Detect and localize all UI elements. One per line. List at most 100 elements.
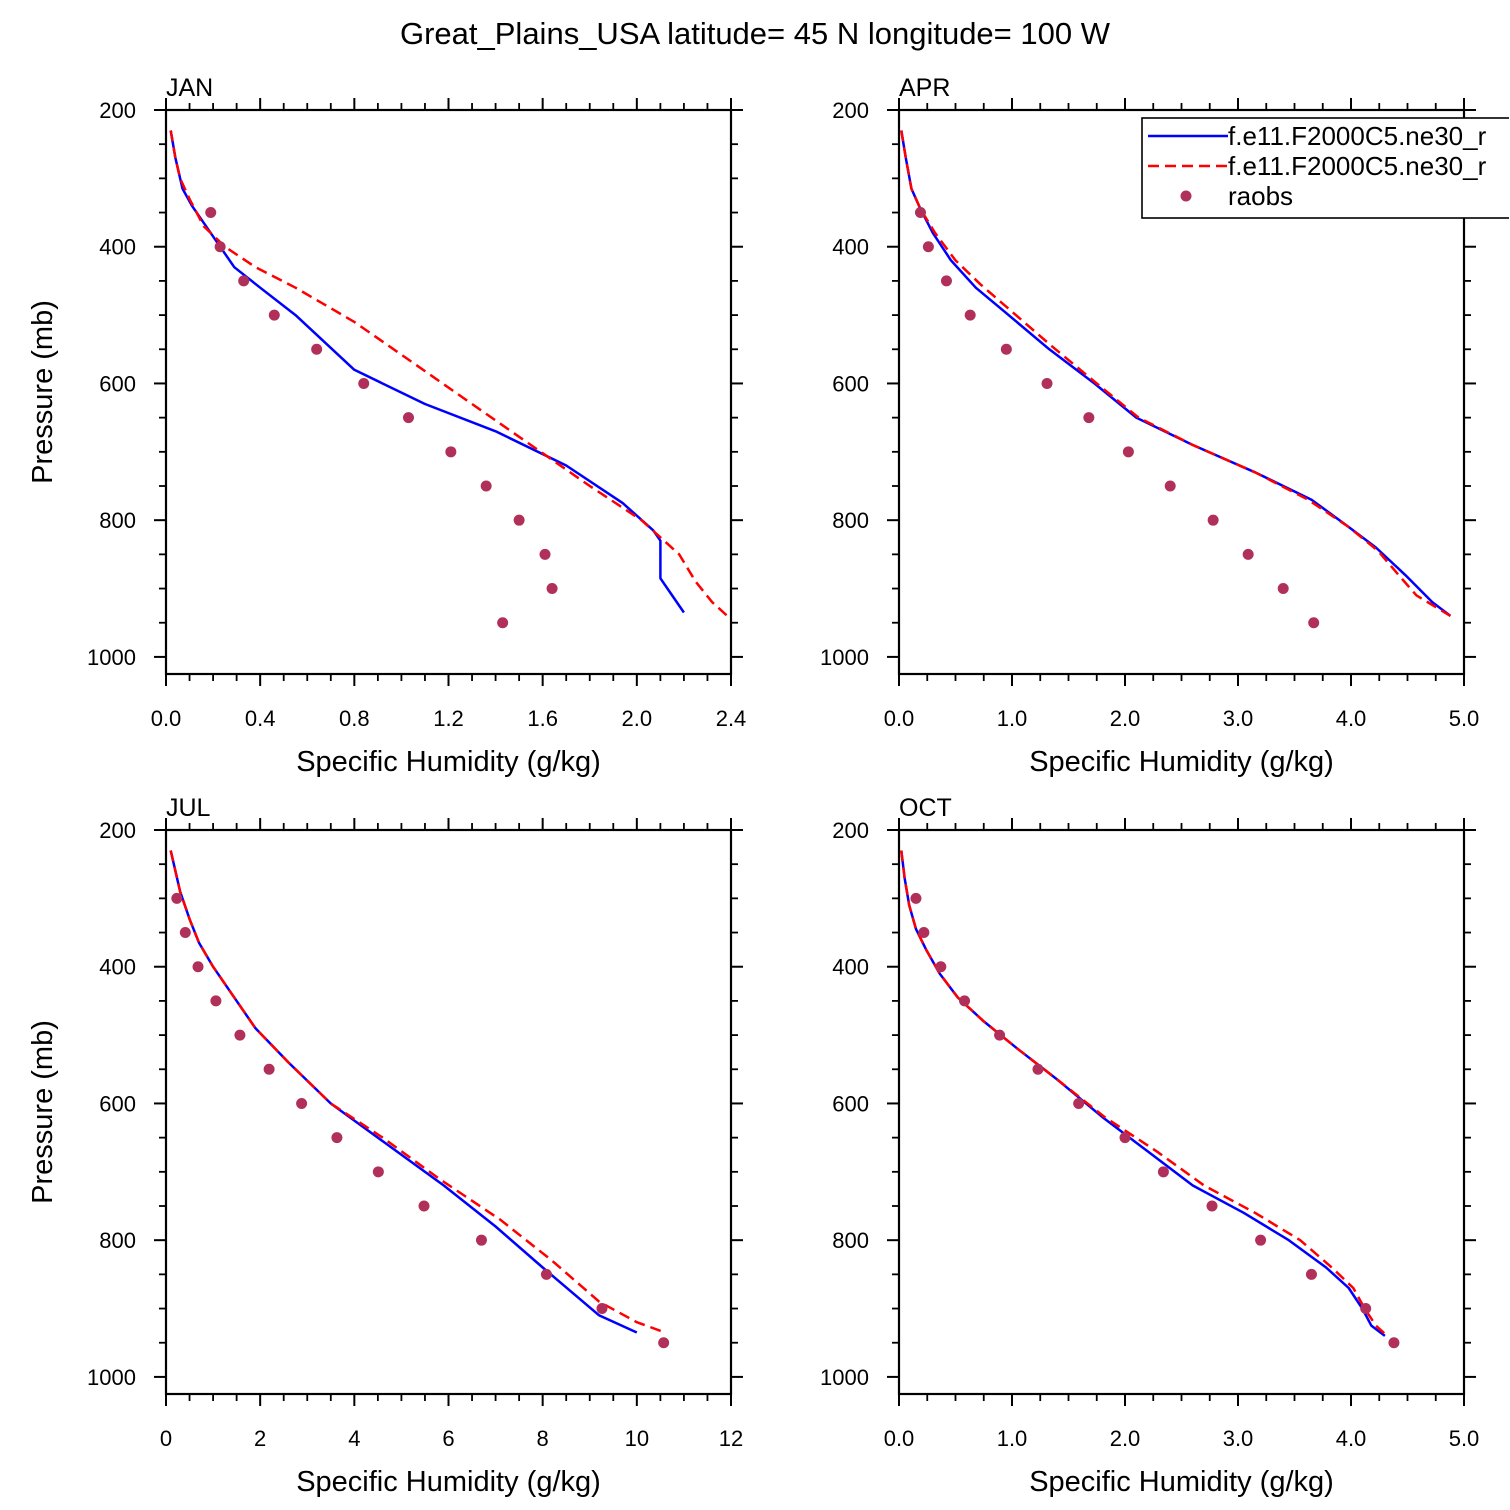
- raobs-point: [540, 1268, 552, 1280]
- raobs-point: [1164, 480, 1176, 492]
- series-line-2: [169, 850, 666, 1334]
- raobs-point: [372, 1166, 384, 1178]
- series-line-2: [169, 130, 732, 621]
- x-tick-label: 6: [442, 1426, 454, 1451]
- x-tick-label: 12: [719, 1426, 743, 1451]
- y-tick-label: 1000: [87, 645, 136, 670]
- raobs-point: [940, 275, 952, 287]
- raobs-point: [1073, 1097, 1085, 1109]
- y-tick-label: 800: [832, 1228, 869, 1253]
- y-tick-label: 1000: [820, 1365, 869, 1390]
- series-line-2: [900, 850, 1389, 1337]
- raobs-point: [238, 275, 250, 287]
- raobs-point: [296, 1097, 308, 1109]
- x-tick-label: 1.6: [527, 706, 558, 731]
- raobs-point: [1305, 1268, 1317, 1280]
- raobs-point: [480, 480, 492, 492]
- x-tick-label: 2.0: [1110, 706, 1141, 731]
- panel-jul: JUL 0 2 4 6 8 10 12 200 400 600 800 1000 Specific Hum…: [27, 794, 743, 1498]
- raobs-point: [910, 892, 922, 904]
- legend-box: f.e11.F2000C5.ne30_rf.e11.F2000C5.ne30_r…: [1141, 117, 1509, 219]
- raobs-point: [214, 241, 226, 253]
- x-axis-label: Specific Humidity (g/kg): [296, 746, 601, 778]
- x-tick-label: 0.0: [884, 706, 915, 731]
- raobs-point: [1308, 617, 1320, 629]
- series-line-2: [900, 130, 1452, 617]
- y-axis-label: Pressure (mb): [27, 1020, 59, 1204]
- raobs-point: [205, 207, 217, 219]
- x-tick-label: 1.2: [433, 706, 464, 731]
- x-tick-label: 1.0: [997, 1426, 1028, 1451]
- raobs-point: [1388, 1337, 1400, 1349]
- x-tick-label: 4.0: [1336, 1426, 1367, 1451]
- x-axis-label: Specific Humidity (g/kg): [1029, 1466, 1334, 1498]
- y-tick-label: 200: [99, 818, 136, 843]
- panel-oct: OCT 0.0 1.0 2.0 3.0 4.0 5.0 200 400 600 800 1000 Spe…: [820, 794, 1479, 1498]
- raobs-point: [192, 961, 204, 973]
- x-tick-label: 0: [160, 1426, 172, 1451]
- raobs-point: [418, 1200, 430, 1212]
- raobs-point: [311, 343, 323, 355]
- x-tick-label: 2.0: [622, 706, 653, 731]
- panel-jan: JAN 0.0 0.4 0.8 1.2 1.6 2.0 2.4 200 400 600 800 1000…: [27, 74, 746, 778]
- raobs-point: [263, 1063, 275, 1075]
- x-tick-label: 2.4: [716, 706, 747, 731]
- raobs-point: [935, 961, 947, 973]
- legend-entry-label: f.e11.F2000C5.ne30_r: [1228, 151, 1487, 181]
- raobs-point: [918, 927, 930, 939]
- raobs-point: [959, 995, 971, 1007]
- raobs-point: [658, 1337, 670, 1349]
- x-tick-label: 5.0: [1449, 1426, 1480, 1451]
- figure-title: Great_Plains_USA latitude= 45 N longitud…: [400, 16, 1111, 51]
- raobs-point: [179, 927, 191, 939]
- y-tick-label: 400: [99, 235, 136, 260]
- y-tick-label: 800: [99, 1228, 136, 1253]
- raobs-point: [1122, 446, 1134, 458]
- x-tick-label: 0.4: [245, 706, 276, 731]
- raobs-point: [513, 514, 525, 526]
- y-tick-label: 400: [832, 955, 869, 980]
- raobs-point: [358, 377, 370, 389]
- y-tick-label: 800: [832, 508, 869, 533]
- raobs-point: [1083, 412, 1095, 424]
- y-tick-label: 1000: [87, 1365, 136, 1390]
- raobs-point: [1242, 548, 1254, 560]
- panel-label: JAN: [166, 74, 213, 102]
- x-tick-label: 10: [625, 1426, 649, 1451]
- raobs-point: [497, 617, 509, 629]
- y-tick-label: 1000: [820, 645, 869, 670]
- y-tick-label: 200: [99, 98, 136, 123]
- raobs-point: [210, 995, 222, 1007]
- raobs-point: [475, 1234, 487, 1246]
- raobs-point: [1157, 1166, 1169, 1178]
- panel-apr: APR 0.0 1.0 2.0 3.0 4.0 5.0 200 400 600 800 1000 Spe…: [820, 74, 1479, 778]
- x-tick-label: 4: [348, 1426, 360, 1451]
- raobs-point: [922, 241, 934, 253]
- x-tick-label: 2.0: [1110, 1426, 1141, 1451]
- raobs-point: [1277, 583, 1289, 595]
- raobs-point: [234, 1029, 246, 1041]
- raobs-point: [1207, 514, 1219, 526]
- x-axis-label: Specific Humidity (g/kg): [296, 1466, 601, 1498]
- legend-marker: [1180, 190, 1192, 202]
- y-tick-label: 200: [832, 818, 869, 843]
- raobs-point: [546, 583, 558, 595]
- x-axis-label: Specific Humidity (g/kg): [1029, 746, 1334, 778]
- raobs-point: [596, 1303, 608, 1315]
- raobs-point: [268, 309, 280, 321]
- y-tick-label: 600: [832, 371, 869, 396]
- x-tick-label: 8: [537, 1426, 549, 1451]
- x-tick-label: 0.0: [151, 706, 182, 731]
- raobs-point: [171, 892, 183, 904]
- x-tick-label: 4.0: [1336, 706, 1367, 731]
- x-tick-label: 1.0: [997, 706, 1028, 731]
- raobs-point: [914, 207, 926, 219]
- x-tick-label: 3.0: [1223, 706, 1254, 731]
- raobs-point: [445, 446, 457, 458]
- panel-label: JUL: [166, 794, 211, 822]
- y-tick-label: 200: [832, 98, 869, 123]
- legend-frame: [1141, 117, 1509, 219]
- raobs-point: [1119, 1132, 1131, 1144]
